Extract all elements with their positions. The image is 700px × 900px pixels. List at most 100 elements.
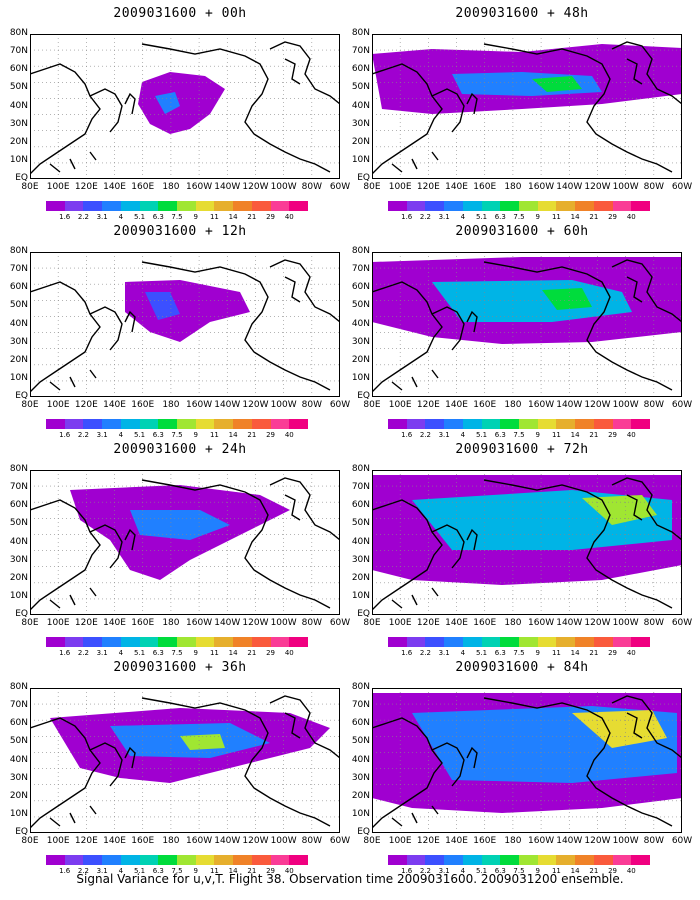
latitude-label: 50N [9, 518, 28, 529]
colorbar-swatch [519, 855, 538, 865]
colorbar-tick-label: 6.3 [152, 213, 164, 221]
colorbar-swatch [462, 201, 482, 211]
colorbar-labels: 1.6 2.2 3.1 4 5.1 6.3 7.5 9 11 14 21 29 40 [46, 867, 308, 877]
colorbar-swatch [177, 201, 196, 211]
map-frame [372, 470, 682, 615]
colorbar-swatch [83, 637, 103, 647]
longitude-label: 120E [74, 836, 98, 846]
longitude-label: 160W [186, 836, 213, 846]
colorbar-tick-label: 7.5 [171, 867, 183, 875]
latitude-label: 60N [351, 500, 370, 511]
colorbar-swatch [83, 855, 103, 865]
longitude-label: 160W [528, 182, 555, 192]
colorbar-swatch [425, 637, 445, 647]
colorbar-swatch [64, 637, 84, 647]
longitude-label: 140E [445, 836, 468, 846]
figure-caption: Signal Variance for u,v,T. Flight 38. Ob… [76, 872, 624, 886]
map-svg [29, 470, 341, 615]
colorbar-tick-label: 21 [589, 867, 599, 875]
variance-contour [542, 288, 592, 310]
coastline [284, 58, 301, 85]
colorbar-tick-label: 11 [551, 213, 561, 221]
colorbar-swatch [289, 637, 309, 647]
coastline [611, 259, 683, 323]
longitude-label: 180 [504, 400, 522, 410]
colorbar-tick-label: 5.1 [133, 213, 146, 221]
latitude-label: 20N [351, 136, 370, 147]
colorbar-swatch [500, 419, 520, 429]
colorbar-swatch [462, 855, 482, 865]
longitude-label: 100E [388, 182, 412, 192]
colorbar-swatch [612, 419, 632, 429]
colorbar-swatch [233, 419, 252, 429]
longitude-label: 180 [162, 836, 180, 846]
coastline [141, 261, 331, 391]
colorbar-swatch [83, 201, 103, 211]
colorbar-swatch [575, 201, 594, 211]
map-panel: 2009031600 + 48h EQ 10N 20N 30N 40N 50N 60N 70N 8… [352, 6, 692, 222]
latitude-label: 50N [9, 82, 28, 93]
colorbar-tick-label: 29 [266, 431, 276, 439]
colorbar-swatch [519, 419, 538, 429]
colorbar-tick-label: 14 [228, 213, 238, 221]
latitude-label: 60N [9, 500, 28, 511]
colorbar-tick-label: 1.6 [59, 213, 71, 221]
map-frame [372, 688, 682, 833]
longitude-label: 160E [131, 618, 155, 628]
map-panel: 2009031600 + 60h EQ 10N 20N 30N 40N 50N 60N 70N 8… [352, 224, 692, 440]
latitude-label: 40N [351, 318, 370, 329]
colorbar-swatch [388, 419, 407, 429]
latitude-label: 10N [9, 372, 28, 383]
coastline [431, 306, 465, 351]
colorbar-swatch [406, 637, 426, 647]
colorbar-tick-label: 2.2 [419, 213, 431, 221]
colorbar-swatch [102, 855, 121, 865]
coastline [626, 276, 643, 303]
colorbar-tick-label: 7.5 [513, 213, 525, 221]
colorbar-tick-label: 21 [589, 213, 599, 221]
latitude-label: EQ [357, 609, 370, 619]
colorbar-swatch [233, 637, 252, 647]
variance-contour [572, 710, 667, 748]
colorbar-swatch [593, 201, 613, 211]
colorbar-tick-label: 40 [284, 431, 294, 439]
longitude-label: 100W [270, 400, 297, 410]
longitude-label: 100W [612, 836, 639, 846]
latitude-label: 40N [9, 318, 28, 329]
colorbar-swatch [270, 201, 290, 211]
latitude-label: 40N [351, 536, 370, 547]
latitude-label: 20N [9, 136, 28, 147]
longitude-label: 120W [242, 182, 269, 192]
colorbar-tick-label: 9 [193, 867, 198, 875]
longitude-label: 160W [186, 618, 213, 628]
latitude-label: 30N [9, 772, 28, 783]
colorbar-swatch [612, 637, 632, 647]
latitude-label: 20N [9, 572, 28, 583]
longitude-label: 100E [46, 400, 70, 410]
colorbar-swatch [139, 637, 159, 647]
colorbar [388, 419, 651, 429]
colorbar-labels: 1.6 2.2 3.1 4 5.1 6.3 7.5 9 11 14 21 29 40 [388, 867, 650, 877]
latitude-label: 40N [9, 100, 28, 111]
colorbar-swatch [46, 637, 65, 647]
coastline [124, 310, 136, 333]
colorbar-tick-label: 2.2 [77, 213, 89, 221]
colorbar-tick-label: 14 [570, 867, 580, 875]
colorbar-tick-label: 5.1 [475, 431, 488, 439]
colorbar-swatch [406, 201, 426, 211]
colorbar-swatch [500, 637, 520, 647]
latitude-label: 50N [351, 736, 370, 747]
map-area: EQ 10N 20N 30N 40N 50N 60N 70N 80N 80E 100E 120E 140… [352, 246, 692, 410]
colorbar-tick-label: 7.5 [171, 649, 183, 657]
colorbar-swatch [214, 855, 234, 865]
latitude-label: 10N [351, 590, 370, 601]
longitude-label: 160E [473, 836, 497, 846]
colorbar-swatch [270, 637, 290, 647]
variance-contour [155, 92, 180, 114]
coastline [89, 88, 123, 133]
longitude-label: 80W [301, 618, 322, 628]
colorbar-tick-label: 3.1 [96, 649, 108, 657]
longitude-label: 120E [416, 400, 440, 410]
colorbar-labels: 1.6 2.2 3.1 4 5.1 6.3 7.5 9 11 14 21 29 40 [388, 213, 650, 223]
coastline [49, 805, 97, 827]
